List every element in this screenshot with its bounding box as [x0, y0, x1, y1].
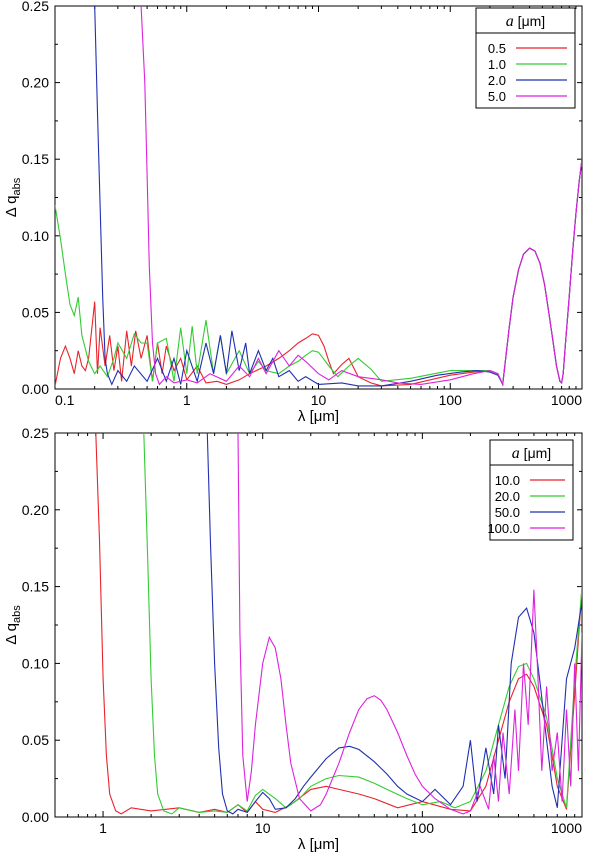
y-tick-label: 0.05	[22, 304, 49, 320]
x-tick-label: 0.1	[55, 392, 75, 408]
y-tick-label: 0.25	[22, 0, 49, 14]
y-tick-label: 0.05	[22, 732, 49, 748]
legend-title-unit: [μm]	[514, 13, 545, 29]
x-axis-label: λ [μm]	[298, 408, 339, 425]
legend-label: 0.5	[488, 41, 506, 56]
legend-label: 1.0	[488, 57, 506, 72]
y-tick-label: 0.20	[22, 502, 49, 518]
legend-label: 20.0	[495, 489, 520, 504]
legend-box	[475, 7, 576, 109]
y-tick-label: 0.15	[22, 579, 49, 595]
series-line-1.0	[55, 159, 582, 387]
x-tick-label: 10	[255, 820, 271, 836]
legend-title-symbol: a	[512, 445, 520, 462]
x-tick-label: 100	[439, 392, 463, 408]
legend-title: a [μm]	[506, 13, 545, 30]
legend-label: 100.0	[487, 521, 520, 536]
x-tick-label: 1	[183, 392, 191, 408]
y-axis-label: Δ qabs	[3, 605, 23, 645]
legend-title: a [μm]	[512, 445, 551, 462]
y-axis-label-sub: abs	[11, 605, 23, 623]
y-tick-label: 0.00	[22, 809, 49, 825]
series-line-50.0	[206, 433, 582, 815]
series-line-100.0	[237, 433, 582, 815]
series-line-5.0	[140, 6, 582, 387]
x-tick-label: 100	[411, 820, 435, 836]
y-tick-label: 0.20	[22, 75, 49, 91]
y-tick-label: 0.25	[22, 425, 49, 441]
legend-title-symbol: a	[506, 13, 514, 30]
x-tick-label: 1	[99, 820, 107, 836]
y-tick-label: 0.10	[22, 655, 49, 671]
y-axis-label-sub: abs	[11, 177, 23, 195]
y-tick-label: 0.10	[22, 228, 49, 244]
legend-label: 2.0	[488, 73, 506, 88]
legend-box	[489, 439, 574, 541]
legend-label: 10.0	[495, 473, 520, 488]
series-group	[55, 6, 582, 387]
y-tick-label: 0.00	[22, 381, 49, 397]
series-group	[95, 433, 582, 815]
y-axis-label-main: Δ q	[3, 196, 20, 218]
series-line-20.0	[143, 433, 582, 815]
chart-panel-2: 0.00 0.05 0.10 0.15 0.20 0.25 1 10 100 1000 λ [μm]…	[3, 425, 583, 852]
y-axis-label: Δ qabs	[3, 177, 23, 217]
x-tick-label: 10	[311, 392, 327, 408]
x-tick-label: 1000	[551, 392, 582, 408]
legend-label: 50.0	[495, 505, 520, 520]
x-axis-label: λ [μm]	[298, 836, 339, 852]
legend-title-unit: [μm]	[520, 445, 551, 461]
x-tick-label: 1000	[551, 820, 582, 836]
y-tick-label: 0.15	[22, 151, 49, 167]
y-axis-label-main: Δ q	[3, 623, 20, 645]
chart-panel-1: 0.00 0.05 0.10 0.15 0.20 0.25 0.1 1 10 100 1000 λ […	[3, 0, 583, 425]
legend-label: 5.0	[488, 89, 506, 104]
